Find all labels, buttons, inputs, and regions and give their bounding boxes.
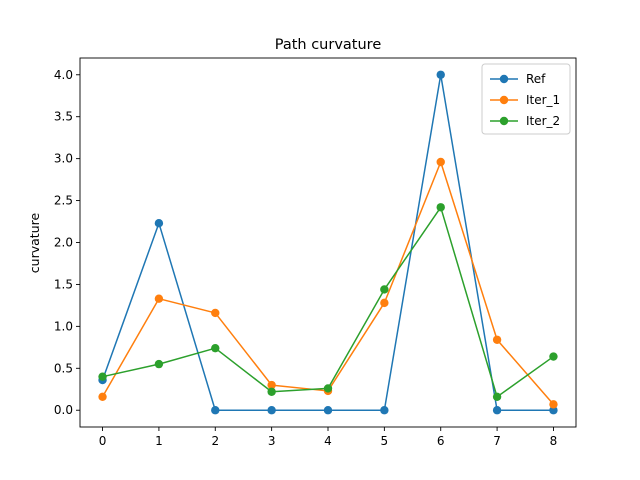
series-point-iter_2-7 [492,392,502,402]
legend-label-iter_2: Iter_2 [526,114,560,128]
series-point-iter_1-5 [380,298,389,308]
y-tick-label-3.5: 3.5 [54,110,73,124]
y-tick-label-1.0: 1.0 [54,319,73,333]
x-tick-label-2: 2 [211,434,219,448]
y-axis-label: curvature [27,213,42,274]
x-tick-label-3: 3 [268,434,276,448]
series-point-iter_1-6 [436,157,445,167]
series-point-iter_1-1 [154,294,164,303]
y-tick-label-4.0: 4.0 [54,68,73,82]
x-tick-label-6: 6 [437,434,445,448]
legend-label-iter_1: Iter_1 [526,93,560,107]
y-tick-label-2.5: 2.5 [54,194,73,208]
legend-label-ref: Ref [526,72,546,86]
x-tick-label-1: 1 [155,434,163,448]
plot-area [98,70,558,415]
series-line-iter_1 [101,161,555,405]
series-point-iter_2-4 [323,384,333,393]
series-point-ref-3 [267,406,276,415]
series-point-ref-2 [211,406,220,415]
axes: 0 1 2 3 4 5 6 7 8 0.0 0.5 1.0 1.5 2.0 2.5 3.0 3.5 4.0 [54,57,577,448]
chart-title: Path curvature [275,37,382,53]
y-tick-label-1.5: 1.5 [54,277,73,291]
series-point-iter_2-0 [98,372,107,381]
series-point-ref-6 [436,70,445,79]
series-point-iter_2-8 [549,352,558,361]
series-point-iter_1-3 [267,380,276,390]
series-point-iter_1-8 [549,400,558,409]
y-tick-label-3.0: 3.0 [54,152,73,166]
series-point-iter_2-6 [436,203,445,212]
series-point-iter_1-0 [98,392,107,402]
y-tick-label-2.0: 2.0 [54,236,73,250]
x-tick-label-5: 5 [381,434,389,448]
series-point-iter_2-2 [211,343,220,353]
y-tick-label-0.5: 0.5 [54,361,73,375]
legend: Ref Iter_1 Iter_2 [481,63,571,135]
legend-marker-iter_1 [499,95,509,105]
series-point-iter_1-2 [211,308,220,318]
legend-marker-iter_2 [499,116,509,126]
x-tick-label-4: 4 [324,434,332,448]
series-point-iter_2-3 [267,387,276,396]
series-point-iter_2-1 [154,359,164,369]
legend-marker-ref [499,74,509,84]
series-point-ref-4 [323,406,333,415]
series-point-ref-7 [492,406,502,415]
series-point-ref-5 [380,406,389,415]
series-point-ref-8 [549,406,558,415]
series-point-iter_2-5 [380,285,389,294]
series-point-iter_1-7 [492,335,502,344]
y-tick-label-0.0: 0.0 [54,403,73,417]
x-tick-label-0: 0 [99,434,107,448]
series-point-ref-1 [154,219,164,228]
x-tick-label-8: 8 [550,434,558,448]
x-tick-label-7: 7 [493,434,501,448]
